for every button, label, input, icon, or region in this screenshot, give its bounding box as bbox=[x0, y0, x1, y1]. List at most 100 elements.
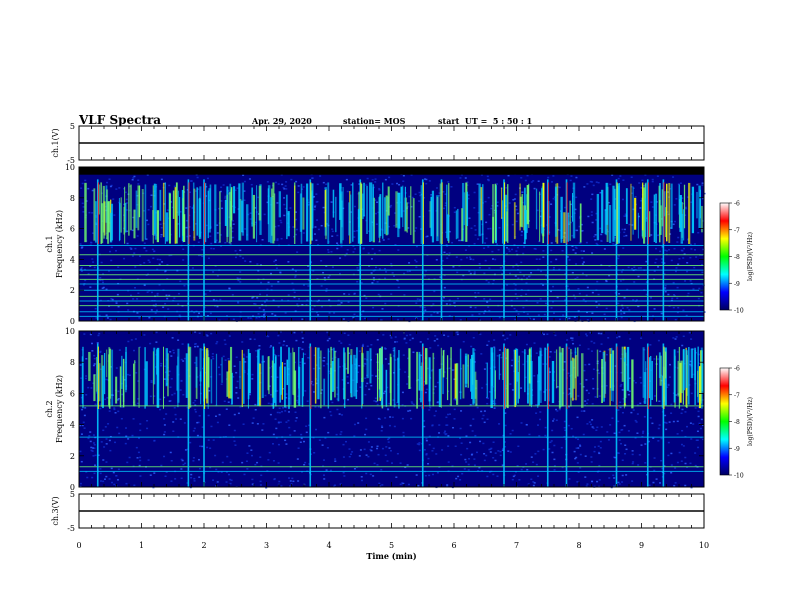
noise-pixel bbox=[430, 314, 433, 316]
noise-pixel bbox=[125, 202, 128, 204]
noise-pixel bbox=[143, 284, 146, 287]
noise-pixel bbox=[217, 366, 220, 369]
y-axis-label: Frequency (kHz) bbox=[55, 210, 64, 278]
noise-pixel bbox=[620, 313, 623, 315]
noise-pixel bbox=[90, 446, 93, 449]
noise-pixel bbox=[194, 345, 197, 348]
noise-pixel bbox=[380, 430, 383, 432]
noise-pixel bbox=[386, 460, 389, 462]
noise-pixel bbox=[328, 350, 331, 353]
noise-pixel bbox=[586, 399, 589, 401]
noise-pixel bbox=[348, 293, 351, 296]
emission-streak bbox=[337, 358, 340, 402]
emission-streak bbox=[82, 346, 84, 409]
noise-pixel bbox=[497, 450, 500, 452]
emission-streak bbox=[327, 348, 330, 409]
noise-pixel bbox=[516, 212, 519, 215]
noise-pixel bbox=[636, 413, 639, 415]
noise-pixel bbox=[514, 284, 517, 286]
emission-streak bbox=[168, 193, 171, 244]
noise-pixel bbox=[676, 461, 679, 464]
noise-pixel bbox=[623, 296, 626, 299]
noise-pixel bbox=[177, 292, 180, 295]
emission-streak bbox=[302, 352, 304, 397]
noise-pixel bbox=[171, 394, 174, 396]
noise-pixel bbox=[655, 258, 658, 260]
noise-pixel bbox=[366, 177, 369, 180]
noise-pixel bbox=[456, 333, 459, 336]
noise-pixel bbox=[407, 227, 410, 229]
noise-pixel bbox=[282, 186, 285, 189]
noise-pixel bbox=[526, 468, 529, 471]
x-tick-label: 8 bbox=[576, 541, 581, 550]
noise-pixel bbox=[528, 317, 531, 320]
noise-pixel bbox=[353, 293, 356, 295]
noise-pixel bbox=[628, 223, 631, 226]
noise-pixel bbox=[237, 279, 240, 282]
emission-streak bbox=[332, 189, 335, 218]
noise-pixel bbox=[137, 292, 140, 294]
noise-pixel bbox=[473, 207, 476, 209]
noise-pixel bbox=[514, 288, 517, 291]
noise-pixel bbox=[322, 474, 325, 476]
noise-pixel bbox=[328, 312, 331, 314]
emission-streak bbox=[700, 350, 703, 404]
noise-pixel bbox=[312, 367, 315, 370]
noise-pixel bbox=[393, 224, 396, 227]
noise-pixel bbox=[380, 468, 383, 471]
noise-pixel bbox=[621, 428, 624, 431]
noise-pixel bbox=[520, 468, 523, 471]
noise-pixel bbox=[101, 279, 104, 281]
noise-pixel bbox=[686, 270, 689, 273]
noise-pixel bbox=[186, 406, 189, 409]
noise-pixel bbox=[125, 209, 128, 211]
emission-streak bbox=[246, 204, 249, 241]
noise-pixel bbox=[372, 475, 375, 477]
noise-pixel bbox=[453, 378, 456, 381]
noise-pixel bbox=[164, 365, 167, 368]
noise-pixel bbox=[637, 464, 640, 466]
noise-pixel bbox=[459, 437, 462, 439]
emission-streak bbox=[104, 353, 106, 395]
noise-pixel bbox=[498, 227, 501, 229]
noise-pixel bbox=[138, 437, 141, 439]
noise-pixel bbox=[232, 236, 235, 239]
emission-streak bbox=[665, 351, 667, 379]
noise-pixel bbox=[130, 248, 133, 250]
noise-pixel bbox=[99, 279, 102, 282]
noise-pixel bbox=[345, 440, 348, 443]
emission-streak bbox=[498, 354, 500, 380]
noise-pixel bbox=[362, 247, 365, 249]
noise-pixel bbox=[381, 426, 384, 428]
noise-pixel bbox=[410, 174, 413, 176]
noise-pixel bbox=[511, 223, 514, 226]
noise-pixel bbox=[698, 287, 701, 290]
noise-pixel bbox=[433, 414, 436, 417]
noise-pixel bbox=[558, 268, 561, 271]
noise-pixel bbox=[622, 247, 625, 249]
noise-pixel bbox=[623, 235, 626, 237]
noise-pixel bbox=[675, 198, 678, 200]
emission-streak bbox=[165, 212, 169, 242]
noise-pixel bbox=[356, 229, 359, 232]
emission-streak bbox=[185, 353, 188, 398]
noise-pixel bbox=[345, 178, 348, 181]
noise-pixel bbox=[373, 252, 376, 255]
noise-pixel bbox=[257, 313, 260, 315]
noise-pixel bbox=[276, 238, 279, 240]
noise-pixel bbox=[594, 396, 597, 398]
noise-pixel bbox=[80, 266, 83, 269]
noise-pixel bbox=[568, 317, 571, 320]
emission-streak bbox=[248, 353, 251, 394]
noise-pixel bbox=[542, 256, 545, 258]
noise-pixel bbox=[329, 411, 332, 413]
noise-pixel bbox=[328, 337, 331, 340]
emission-streak bbox=[387, 196, 389, 235]
noise-pixel bbox=[474, 349, 477, 351]
noise-pixel bbox=[331, 228, 334, 230]
noise-pixel bbox=[258, 316, 261, 319]
noise-pixel bbox=[244, 361, 247, 363]
noise-pixel bbox=[190, 476, 193, 479]
emission-streak bbox=[682, 348, 685, 391]
noise-pixel bbox=[690, 201, 693, 203]
